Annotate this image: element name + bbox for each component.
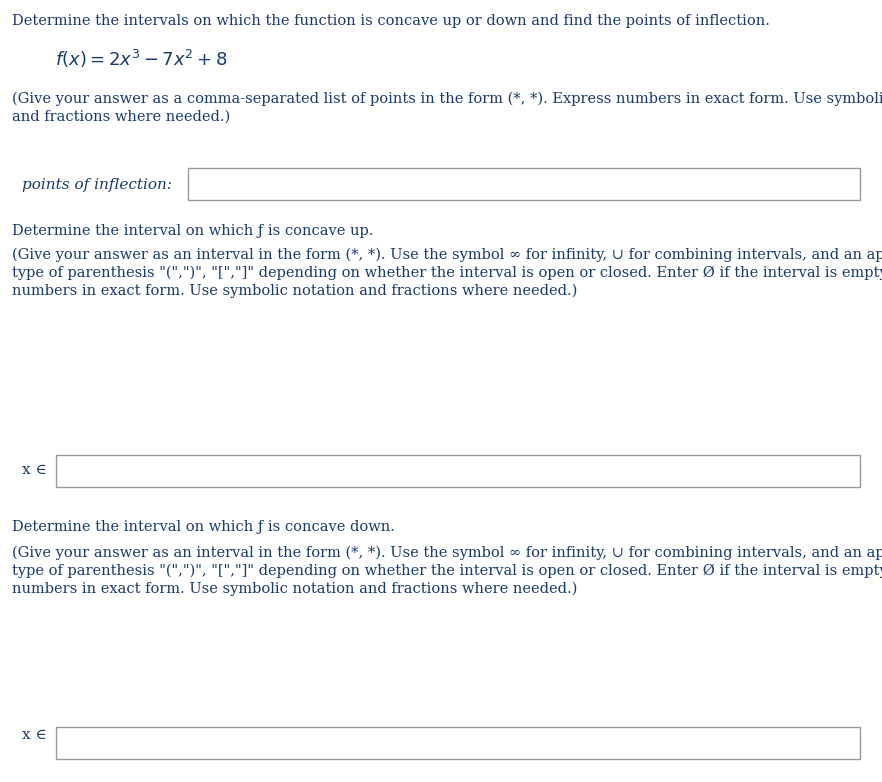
- Text: $\mathit{f}(x) = 2x^3 - 7x^2 + 8$: $\mathit{f}(x) = 2x^3 - 7x^2 + 8$: [55, 48, 228, 70]
- Text: Determine the intervals on which the function is concave up or down and find the: Determine the intervals on which the fun…: [12, 14, 770, 28]
- FancyBboxPatch shape: [56, 727, 860, 759]
- Text: and fractions where needed.): and fractions where needed.): [12, 110, 230, 124]
- FancyBboxPatch shape: [56, 455, 860, 487]
- Text: type of parenthesis "(",")", "[","]" depending on whether the interval is open o: type of parenthesis "(",")", "[","]" dep…: [12, 564, 882, 579]
- Text: x ∈: x ∈: [22, 728, 47, 742]
- Text: Determine the interval on which ƒ is concave up.: Determine the interval on which ƒ is con…: [12, 224, 373, 238]
- Text: Determine the interval on which ƒ is concave down.: Determine the interval on which ƒ is con…: [12, 520, 395, 534]
- Text: x ∈: x ∈: [22, 463, 47, 477]
- Text: type of parenthesis "(",")", "[","]" depending on whether the interval is open o: type of parenthesis "(",")", "[","]" dep…: [12, 266, 882, 281]
- Text: numbers in exact form. Use symbolic notation and fractions where needed.): numbers in exact form. Use symbolic nota…: [12, 582, 578, 597]
- Text: (Give your answer as an interval in the form (*, *). Use the symbol ∞ for infini: (Give your answer as an interval in the …: [12, 546, 882, 561]
- FancyBboxPatch shape: [188, 168, 860, 200]
- Text: points of inflection:: points of inflection:: [22, 178, 172, 192]
- Text: (Give your answer as an interval in the form (*, *). Use the symbol ∞ for infini: (Give your answer as an interval in the …: [12, 248, 882, 263]
- Text: numbers in exact form. Use symbolic notation and fractions where needed.): numbers in exact form. Use symbolic nota…: [12, 284, 578, 299]
- Text: (Give your answer as a comma-separated list of points in the form (*, *). Expres: (Give your answer as a comma-separated l…: [12, 92, 882, 106]
